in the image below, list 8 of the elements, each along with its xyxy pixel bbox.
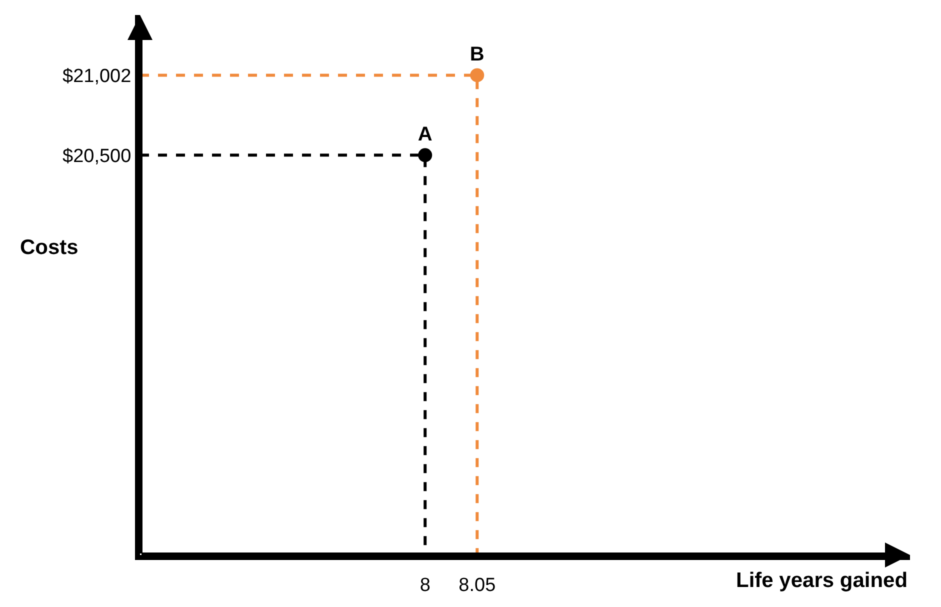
x-tick-label: 8	[420, 574, 430, 596]
y-tick-label: $20,500	[62, 146, 132, 167]
y-tick-label: $21,002	[62, 66, 132, 87]
x-tick-label: 8.05	[458, 574, 496, 596]
y-axis-title: Costs	[20, 236, 78, 259]
x-axis-title: Life years gained	[736, 569, 908, 592]
series-label: A	[418, 123, 432, 146]
series-label: B	[470, 43, 484, 66]
